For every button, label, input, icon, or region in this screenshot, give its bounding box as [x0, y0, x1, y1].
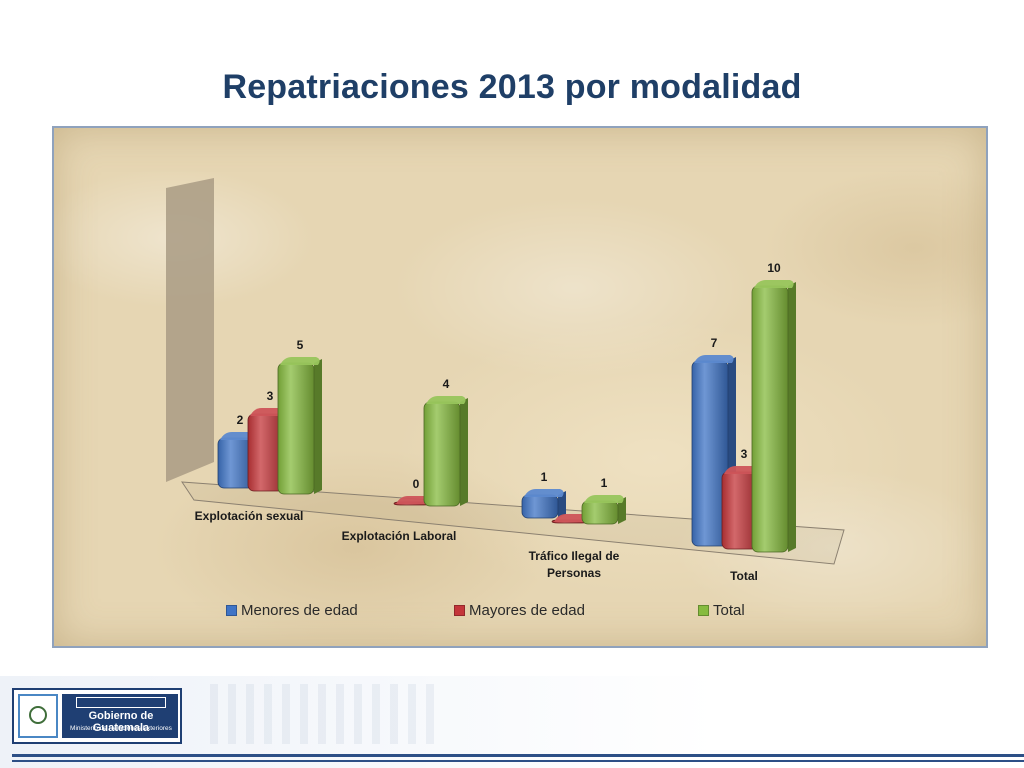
government-logo: Gobierno de Guatemala Ministerio de Rela… [12, 688, 182, 744]
data-label: 4 [443, 377, 450, 391]
data-label: 3 [741, 447, 748, 461]
data-label: 1 [601, 476, 608, 490]
data-label: 7 [711, 336, 718, 350]
bar-side [788, 282, 796, 552]
slide-title: Repatriaciones 2013 por modalidad [222, 68, 802, 106]
legend-item: Menores de edad [226, 602, 358, 619]
palace-icon [76, 697, 166, 708]
category-label: Total [730, 569, 758, 583]
legend-item: Total [698, 602, 745, 619]
legend-swatch [698, 605, 709, 616]
chart-legend: Menores de edad Mayores de edad Total [54, 602, 986, 626]
bar-total-2 [581, 500, 619, 525]
bar-total-1 [423, 401, 461, 507]
bar-side [314, 359, 322, 494]
bar-top [694, 355, 734, 363]
data-label: 10 [767, 261, 781, 275]
bar-menores-de-edad-2 [521, 494, 559, 519]
bar-side [618, 497, 626, 524]
bar-top [754, 280, 794, 288]
bar-total-3 [751, 285, 789, 553]
building-watermark [210, 684, 440, 744]
legend-item: Mayores de edad [454, 602, 585, 619]
legend-swatch [454, 605, 465, 616]
bar-top [584, 495, 624, 503]
data-label: 0 [413, 477, 420, 491]
footer-rule-secondary [12, 760, 1024, 762]
bar-total-0 [277, 362, 315, 495]
logo-name: Gobierno de Guatemala [88, 710, 154, 734]
data-label: 5 [297, 338, 304, 352]
legend-label: Menores de edad [241, 602, 358, 619]
bar-top [524, 489, 564, 497]
category-label: Personas [547, 566, 601, 580]
bar-side [460, 398, 468, 506]
chart-frame: 2 3 5 0 4 1 1 7 3 10 Explotación sexual Explotación… [52, 126, 988, 648]
footer: Gobierno de Guatemala Ministerio de Rela… [0, 676, 1024, 768]
bar-side [558, 491, 566, 518]
data-label: 2 [237, 413, 244, 427]
category-label: Explotación Laboral [342, 529, 457, 543]
legend-label: Total [713, 602, 745, 619]
data-label: 1 [541, 470, 548, 484]
bar-top [280, 357, 320, 365]
data-label: 3 [267, 389, 274, 403]
legend-label: Mayores de edad [469, 602, 585, 619]
bar-top [426, 396, 466, 404]
logo-ministry: Ministerio de Relaciones Exteriores [70, 725, 172, 732]
footer-rule [12, 754, 1024, 757]
legend-swatch [226, 605, 237, 616]
category-label: Explotación sexual [195, 509, 304, 523]
coat-of-arms-icon [18, 694, 58, 738]
category-label: Tráfico Ilegal de [529, 549, 620, 563]
chart-back-wall [166, 178, 214, 482]
